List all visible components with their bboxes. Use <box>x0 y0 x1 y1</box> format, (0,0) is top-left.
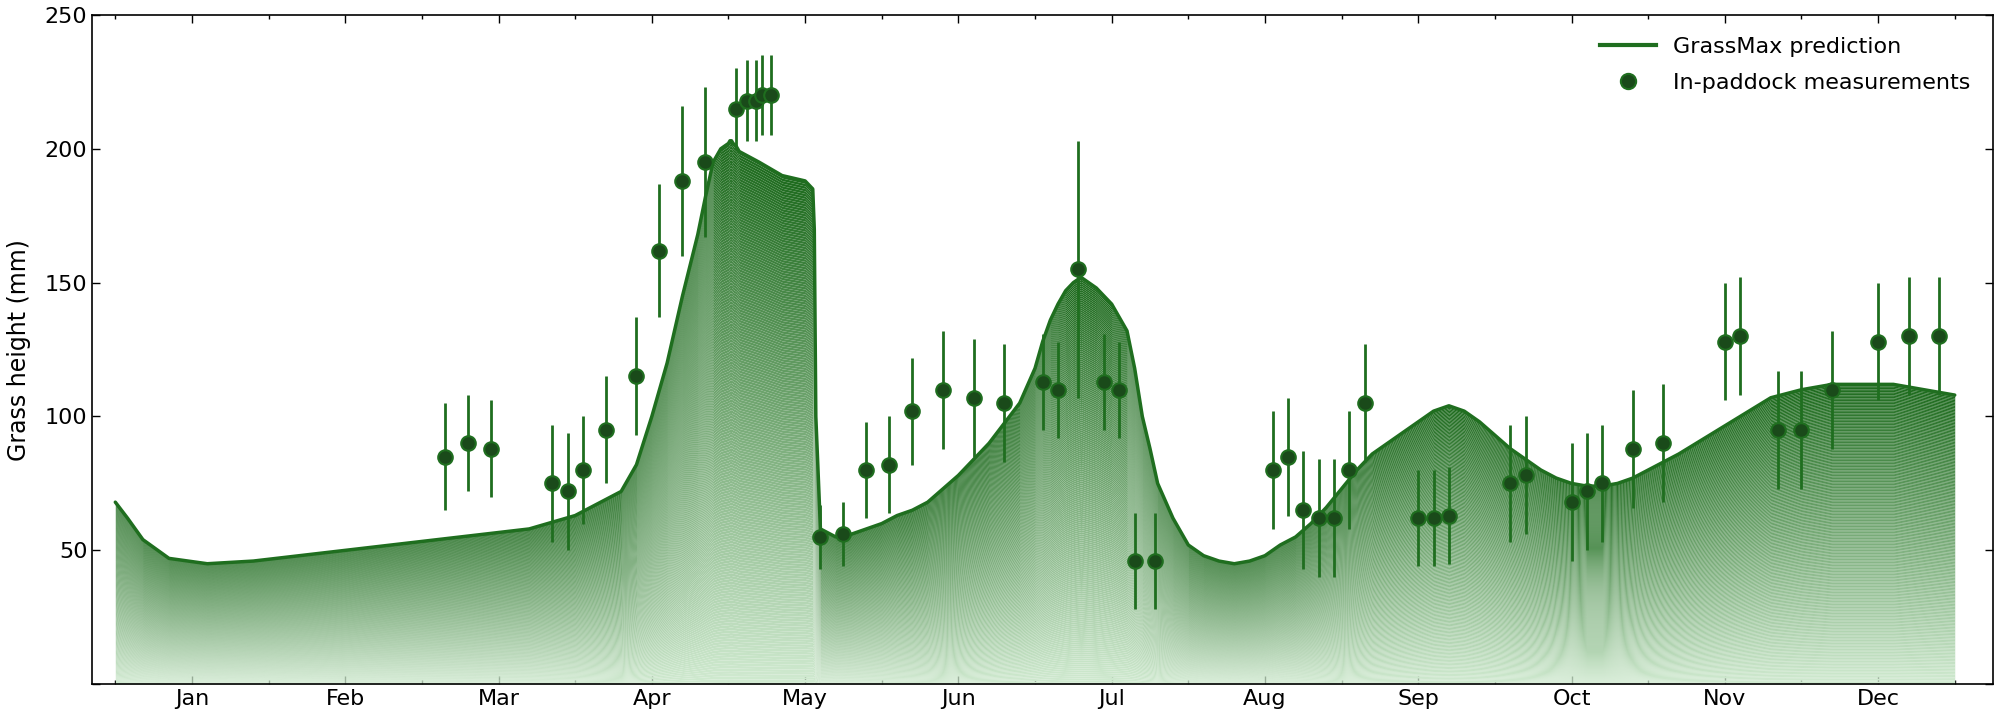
Point <box>452 437 484 449</box>
Point <box>1302 513 1334 524</box>
Point <box>756 90 788 101</box>
Point <box>1026 376 1058 387</box>
Point <box>850 464 882 475</box>
Point <box>644 245 676 256</box>
Point <box>874 459 906 470</box>
Point <box>828 528 860 540</box>
Point <box>730 95 762 107</box>
Point <box>428 451 460 463</box>
Point <box>690 157 722 168</box>
Point <box>1348 397 1380 409</box>
Y-axis label: Grass height (mm): Grass height (mm) <box>6 238 30 460</box>
Point <box>1432 510 1464 521</box>
Point <box>1272 451 1304 463</box>
Point <box>1288 505 1320 516</box>
Point <box>928 384 960 395</box>
Point <box>1924 331 1956 342</box>
Point <box>896 405 928 417</box>
Point <box>988 397 1020 409</box>
Point <box>1862 336 1894 347</box>
Point <box>1494 478 1526 489</box>
Point <box>1724 331 1756 342</box>
Point <box>1062 263 1094 275</box>
Point <box>958 392 990 404</box>
Point <box>1334 464 1366 475</box>
Point <box>620 371 652 382</box>
Point <box>474 443 506 455</box>
Point <box>552 485 584 497</box>
Point <box>1402 513 1434 524</box>
Point <box>1708 336 1740 347</box>
Point <box>1786 424 1818 435</box>
Point <box>1570 485 1602 497</box>
Point <box>1892 331 1924 342</box>
Point <box>1586 478 1618 489</box>
Point <box>1256 464 1288 475</box>
Point <box>1648 437 1680 449</box>
Point <box>1104 384 1136 395</box>
Point <box>720 103 752 115</box>
Point <box>1762 424 1794 435</box>
Point <box>740 95 772 107</box>
Point <box>804 531 836 543</box>
Point <box>536 478 568 489</box>
Point <box>1318 513 1350 524</box>
Point <box>1510 470 1542 481</box>
Point <box>1816 384 1848 395</box>
Point <box>1138 556 1170 567</box>
Point <box>1118 556 1150 567</box>
Point <box>1088 376 1120 387</box>
Point <box>1042 384 1074 395</box>
Point <box>1418 513 1450 524</box>
Point <box>1616 443 1648 455</box>
Point <box>590 424 622 435</box>
Legend: GrassMax prediction, In-paddock measurements: GrassMax prediction, In-paddock measurem… <box>1590 26 1982 104</box>
Point <box>746 90 778 101</box>
Point <box>1556 496 1588 508</box>
Point <box>666 175 698 187</box>
Point <box>566 464 598 475</box>
